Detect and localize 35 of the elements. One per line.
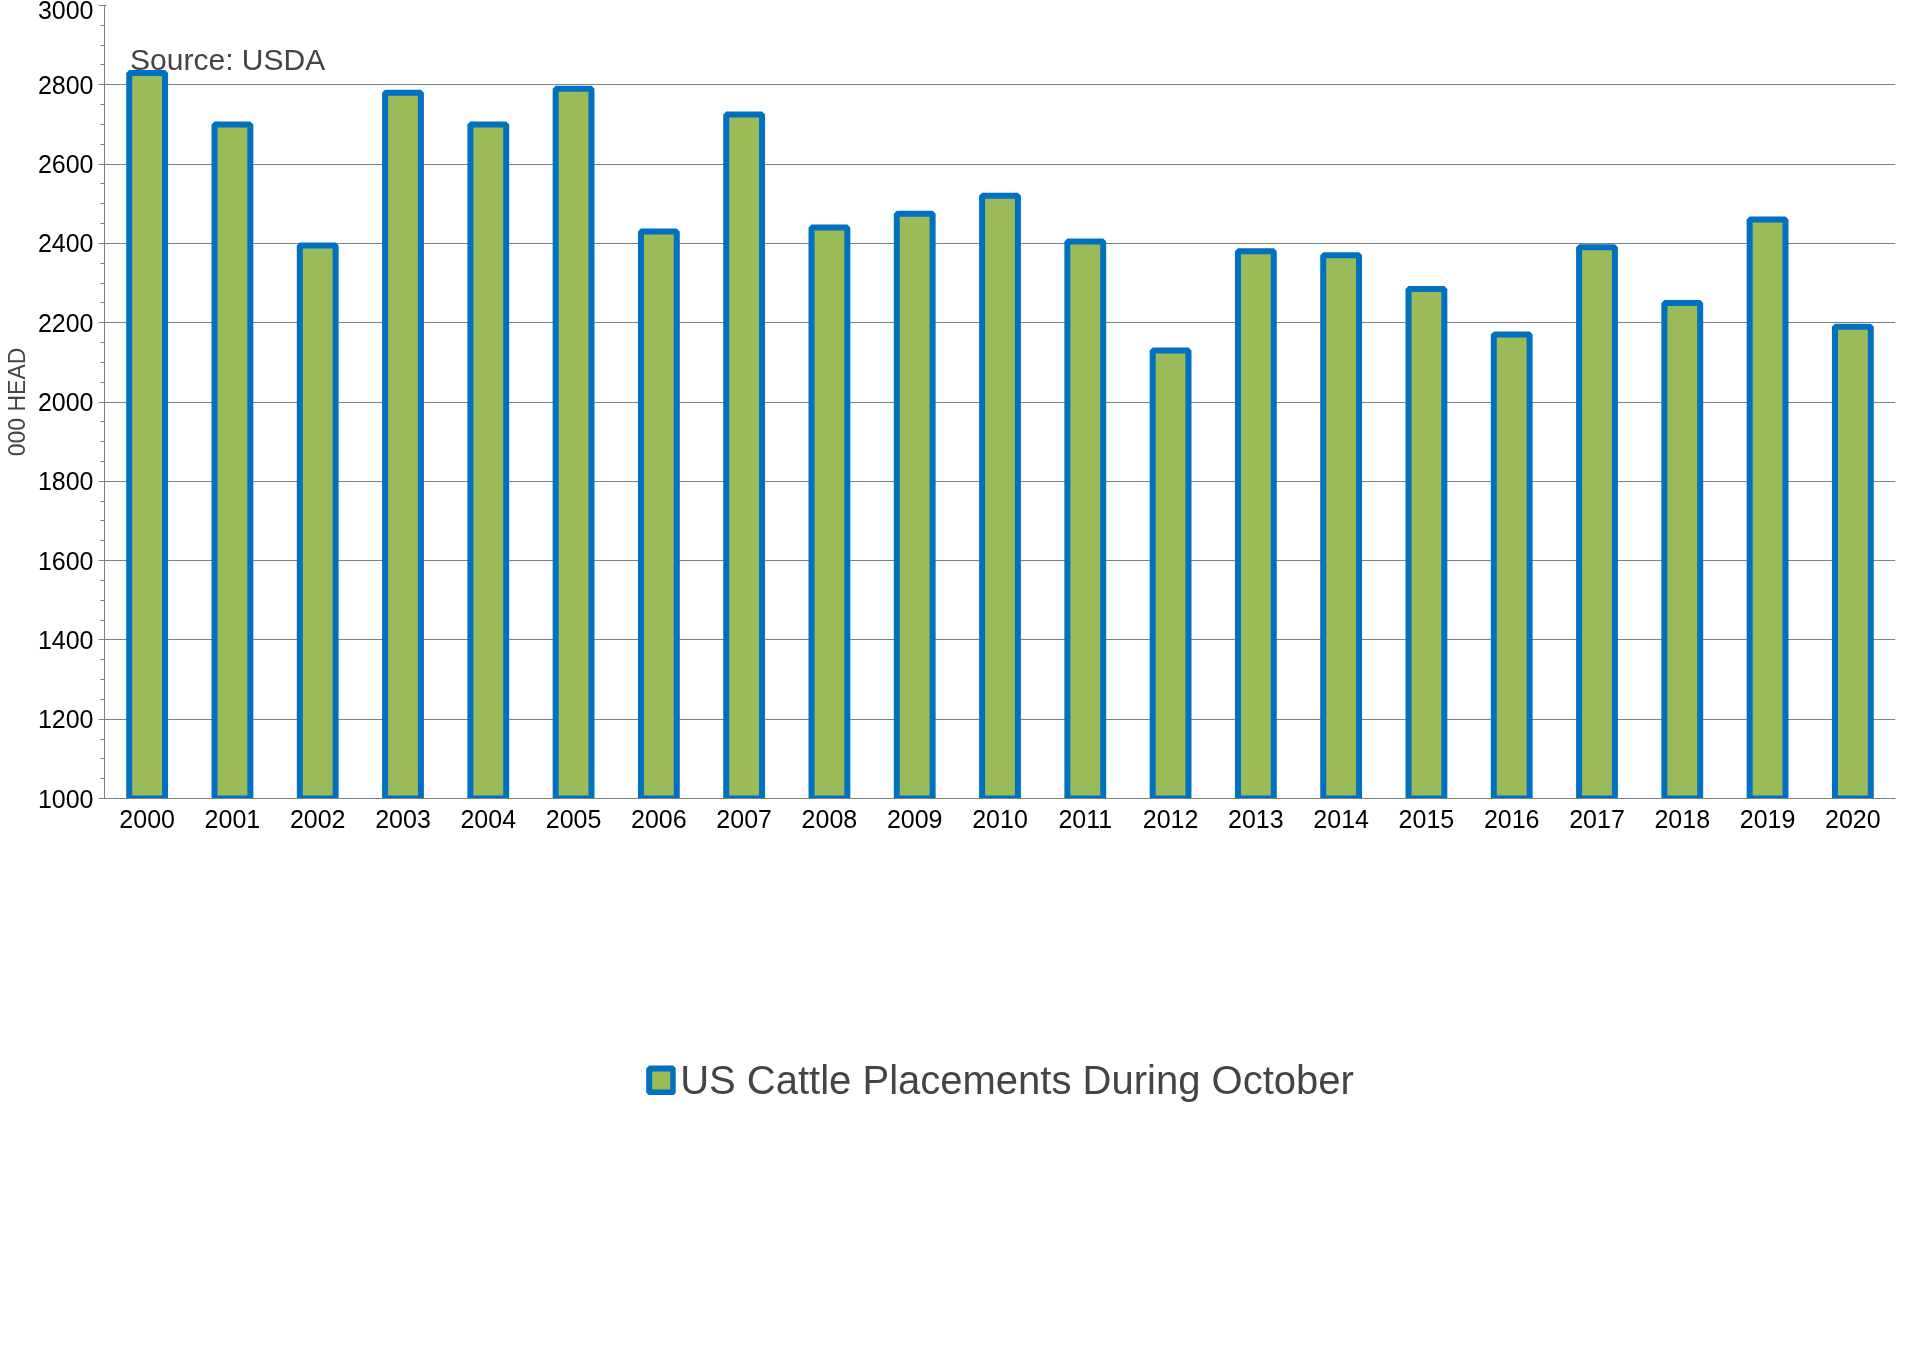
annotation: Source: USDA <box>130 42 326 76</box>
y-tick-label: 1000 <box>37 784 94 813</box>
x-tick-label: 2014 <box>1313 804 1370 833</box>
y-tick-label: 1800 <box>37 467 94 496</box>
y-tick-label: 3000 <box>37 0 94 24</box>
legend-label: US Cattle Placements During October <box>680 1057 1354 1103</box>
x-tick-label: 2016 <box>1483 804 1540 833</box>
x-tick-label: 2020 <box>1825 804 1881 833</box>
x-tick-label: 2000 <box>119 804 175 833</box>
x-tick-label: 2003 <box>375 804 431 833</box>
x-tick-label: 2010 <box>972 804 1028 833</box>
y-tick-label: 2200 <box>37 308 94 337</box>
x-tick-label: 2002 <box>289 804 346 833</box>
y-tick-label: 1600 <box>37 546 94 575</box>
x-tick-label: 2012 <box>1142 804 1199 833</box>
y-axis-title: 000 HEAD <box>3 347 30 457</box>
x-tick-label: 2006 <box>631 804 687 833</box>
x-tick-label: 2005 <box>545 804 602 833</box>
x-tick-label: 2004 <box>460 804 517 833</box>
y-tick-label: 1400 <box>37 625 94 654</box>
y-tick-label: 2800 <box>37 70 94 99</box>
x-tick-label: 2015 <box>1398 804 1455 833</box>
x-tick-label: 2011 <box>1058 804 1113 833</box>
x-tick-label: 2018 <box>1654 804 1711 833</box>
x-tick-label: 2009 <box>886 804 943 833</box>
x-tick-label: 2019 <box>1739 804 1796 833</box>
y-tick-label: 2600 <box>37 150 94 179</box>
x-tick-label: 2008 <box>801 804 858 833</box>
x-tick-label: 2001 <box>204 804 261 833</box>
y-tick-label: 2000 <box>37 388 94 416</box>
x-tick-label: 2013 <box>1228 804 1284 833</box>
x-tick-label: 2007 <box>716 804 772 833</box>
y-tick-label: 2400 <box>37 229 94 258</box>
y-tick-label: 1200 <box>37 705 94 734</box>
x-tick-label: 2017 <box>1569 804 1625 833</box>
